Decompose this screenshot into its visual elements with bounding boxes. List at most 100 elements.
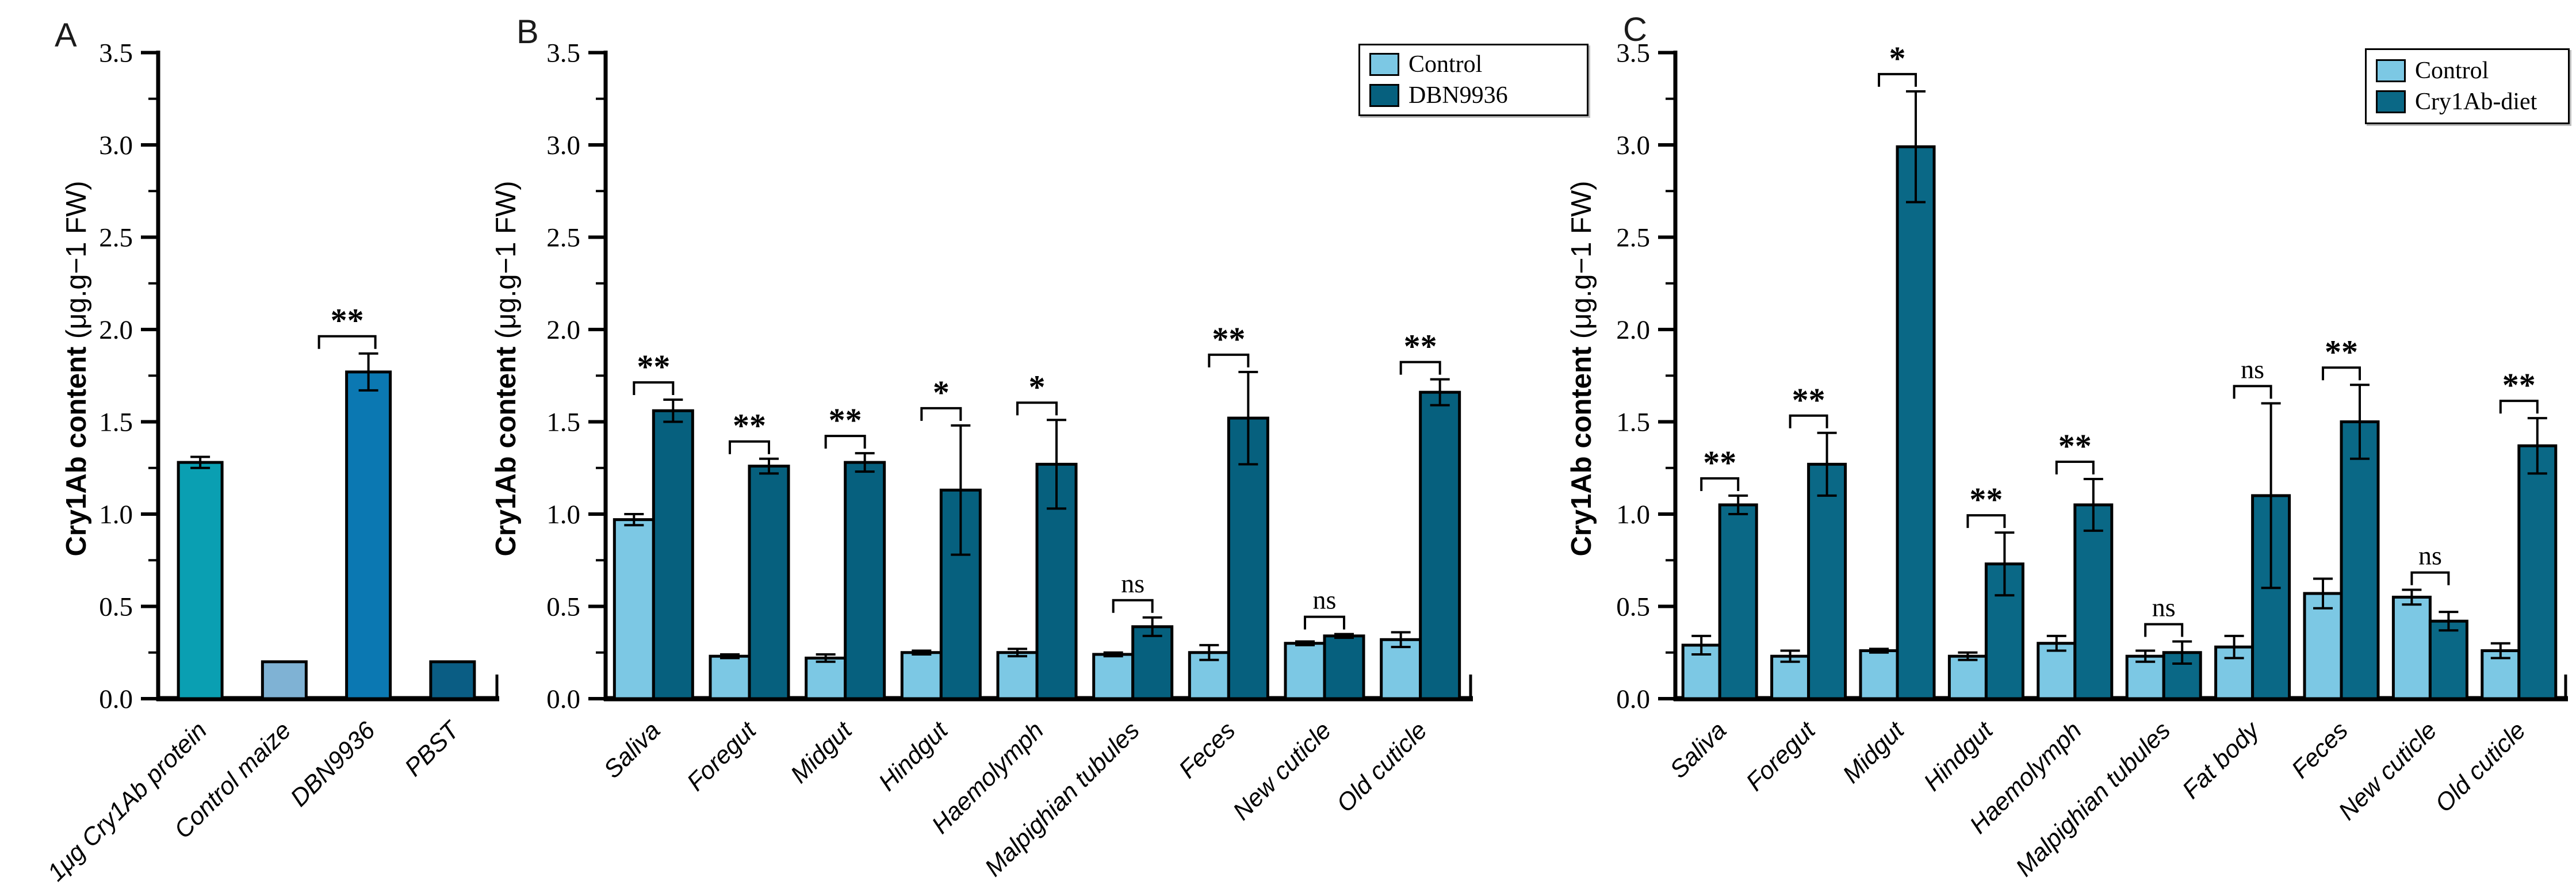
panel-label-b: B <box>516 13 539 51</box>
significance-bracket <box>824 435 866 449</box>
significance-label: ** <box>331 302 364 339</box>
legend-label-control: Control <box>2415 58 2489 84</box>
y-tick-label: 2.5 <box>546 223 580 253</box>
significance-bracket <box>2233 385 2272 399</box>
significance-bracket <box>1208 353 1250 367</box>
significance-label: ** <box>1212 320 1245 358</box>
significance-bracket <box>1700 477 1740 491</box>
legend-label-control: Control <box>1408 51 1483 78</box>
legend-label-dbn9936: DBN9936 <box>1408 82 1508 109</box>
significance-label: ns <box>1121 569 1145 598</box>
y-tick-label: 1.0 <box>1616 500 1650 530</box>
bar-B-Haemolymph-DBN9936 <box>1035 462 1078 700</box>
x-category-label: Hindgut <box>1919 716 1999 796</box>
y-tick-label: 3.0 <box>99 131 133 160</box>
significance-label: * <box>933 374 950 411</box>
legend-swatch-dbn9936 <box>1369 84 1399 107</box>
significance-label: ** <box>1792 381 1825 419</box>
y-tick-label: 0.5 <box>546 592 580 622</box>
bar-C-Feces-Cry1Ab-diet <box>2340 420 2380 700</box>
bar-B-Hindgut-Control <box>900 651 943 700</box>
significance-bracket <box>729 440 770 454</box>
significance-bracket <box>1789 414 1828 428</box>
significance-label: ** <box>2325 333 2358 370</box>
bar-B-Saliva-Control <box>613 518 655 700</box>
legend-swatch-control <box>1369 53 1399 76</box>
significance-bracket <box>920 407 962 421</box>
legend-item-cry1ab-diet: Cry1Ab-diet <box>2376 90 2559 114</box>
significance-bracket <box>2055 461 2095 475</box>
bar-C-Midgut-Control <box>1859 649 1899 700</box>
bar-B-Old cuticle-Control <box>1380 638 1422 700</box>
significance-label: ** <box>2502 366 2536 404</box>
significance-bracket <box>2144 623 2184 637</box>
bar-B-Saliva-DBN9936 <box>652 409 694 700</box>
bar-A-DBN9936 <box>345 370 392 700</box>
x-category-label: Foregut <box>1741 716 1821 796</box>
significance-label: ** <box>1703 444 1736 481</box>
y-tick-label: 3.5 <box>1616 39 1650 68</box>
significance-bracket <box>1016 401 1058 416</box>
x-category-label: New cuticle <box>1228 717 1337 825</box>
significance-bracket <box>2410 571 2450 585</box>
y-tick-label: 3.0 <box>546 131 580 160</box>
x-category-label: Saliva <box>599 717 666 784</box>
legend-label-cry1ab-diet: Cry1Ab-diet <box>2415 89 2537 115</box>
panel-label-a: A <box>55 17 77 54</box>
y-tick-label: 0.0 <box>99 684 133 714</box>
legend-panel-b: Control DBN9936 <box>1358 44 1589 116</box>
y-tick-label: 0.5 <box>1616 592 1650 622</box>
legend-item-control: Control <box>2376 59 2559 83</box>
bar-B-Foregut-Control <box>709 654 751 700</box>
bar-B-Midgut-DBN9936 <box>844 461 886 700</box>
y-tick-label: 1.5 <box>1616 408 1650 438</box>
bar-B-Midgut-Control <box>805 656 847 700</box>
significance-bracket <box>1966 514 2006 528</box>
bar-B-New cuticle-DBN9936 <box>1323 634 1365 700</box>
x-category-label: PBST <box>400 715 466 781</box>
bar-C-Old cuticle-Cry1Ab-diet <box>2517 444 2558 700</box>
x-category-label: Saliva <box>1665 717 1732 784</box>
bar-C-Midgut-Cry1Ab-diet <box>1896 145 1936 700</box>
x-category-label: Feces <box>1174 717 1241 784</box>
y-tick-label: 1.5 <box>546 408 580 438</box>
bar-C-Foregut-Cry1Ab-diet <box>1807 462 1847 700</box>
significance-bracket <box>1399 361 1441 375</box>
significance-bracket <box>1112 599 1154 613</box>
bar-A-PBST <box>429 660 476 700</box>
y-tick-label: 3.0 <box>1616 131 1650 160</box>
bar-C-Hindgut-Control <box>1947 654 1988 700</box>
y-tick-label: 2.0 <box>99 315 133 345</box>
y-tick-label: 1.5 <box>99 408 133 438</box>
significance-bracket <box>317 335 377 349</box>
y-tick-label: 2.5 <box>1616 223 1650 253</box>
legend-panel-c: Control Cry1Ab-diet <box>2365 48 2570 124</box>
significance-label: ** <box>1404 328 1437 365</box>
bar-C-New cuticle-Control <box>2391 595 2432 700</box>
y-tick-label: 2.0 <box>546 315 580 345</box>
significance-label: ** <box>2058 427 2092 465</box>
significance-bracket <box>2322 366 2361 381</box>
significance-label: ** <box>733 407 766 445</box>
significance-label: * <box>1029 368 1046 405</box>
x-category-label: Old cuticle <box>1331 717 1433 818</box>
bar-B-Malpighian tubules-DBN9936 <box>1131 625 1174 700</box>
bar-C-Saliva-Cry1Ab-diet <box>1718 503 1758 700</box>
significance-bracket <box>633 381 675 395</box>
x-category-label: Midgut <box>786 716 859 789</box>
significance-label: * <box>1889 40 1906 77</box>
significance-label: ** <box>1969 481 2003 518</box>
bar-B-New cuticle-Control <box>1284 642 1326 700</box>
y-tick-label: 1.0 <box>546 500 580 530</box>
bar-B-Foregut-DBN9936 <box>748 465 790 700</box>
y-tick-label: 0.0 <box>546 684 580 714</box>
y-tick-label: 3.5 <box>99 39 133 68</box>
y-tick-label: 2.5 <box>99 223 133 253</box>
x-category-label: DBN9936 <box>285 717 381 812</box>
bar-B-Haemolymph-Control <box>996 651 1039 700</box>
bar-C-Foregut-Control <box>1770 654 1811 700</box>
x-category-label: Hindgut <box>874 716 954 796</box>
bar-C-Malpighian tubules-Control <box>2125 654 2165 700</box>
legend-swatch-cry1ab-diet <box>2376 90 2406 113</box>
